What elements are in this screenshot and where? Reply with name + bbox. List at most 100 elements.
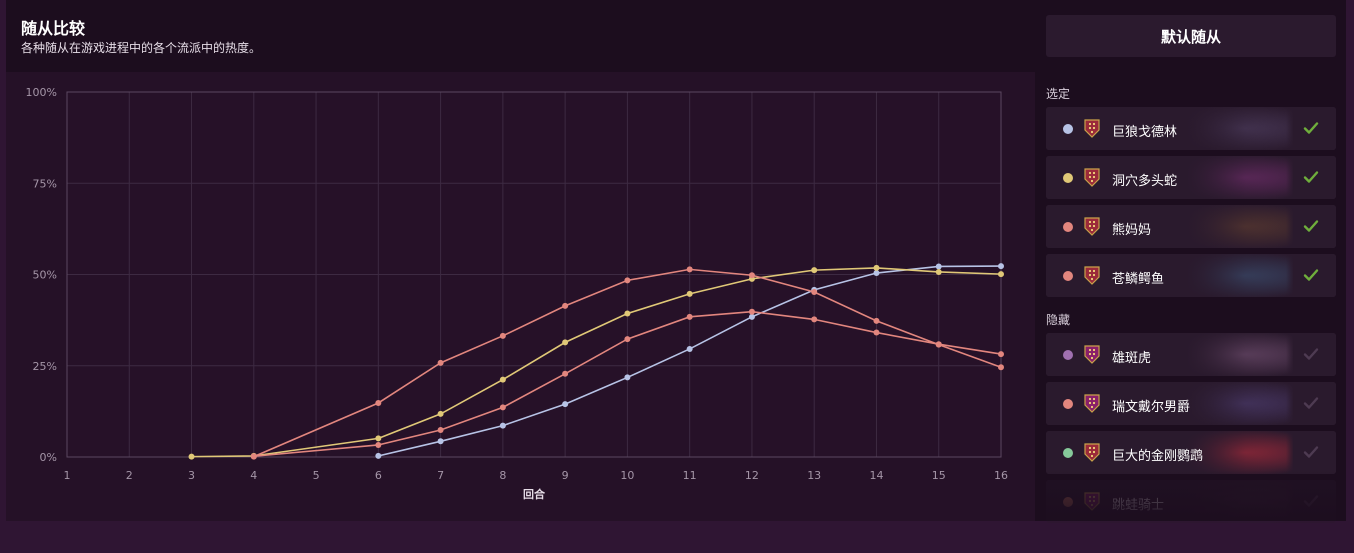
tier-badge-icon <box>1084 492 1100 511</box>
y-tick-label: 0% <box>40 451 57 464</box>
check-icon[interactable] <box>1303 267 1319 283</box>
x-tick-label: 14 <box>869 469 883 482</box>
x-tick-label: 8 <box>499 469 506 482</box>
data-point <box>499 332 506 339</box>
series-color-dot <box>1063 271 1073 281</box>
minion-name: 跳蛙骑士 <box>1112 498 1165 513</box>
check-icon[interactable] <box>1303 218 1319 234</box>
series-line-3 <box>253 268 1002 458</box>
data-point <box>562 370 569 377</box>
x-tick-label: 5 <box>313 469 320 482</box>
tier-badge-icon <box>1084 168 1100 187</box>
data-point <box>250 453 257 460</box>
data-point <box>811 267 818 274</box>
x-tick-label: 11 <box>683 469 697 482</box>
data-point <box>873 264 880 271</box>
series-line-4 <box>253 310 1002 458</box>
y-tick-label: 50% <box>33 269 57 282</box>
x-tick-label: 4 <box>250 469 257 482</box>
x-tick-label: 15 <box>932 469 946 482</box>
check-icon[interactable] <box>1303 120 1319 136</box>
data-point <box>499 376 506 383</box>
data-point <box>375 452 382 459</box>
data-point <box>686 313 693 320</box>
page-title: 随从比较 <box>21 19 86 38</box>
x-tick-label: 10 <box>620 469 634 482</box>
minion-name: 苍鳞鳄鱼 <box>1112 272 1165 287</box>
chart-panel: 随从比较 各种随从在游戏进程中的各个流派中的热度。 0% 25% 50% 75% 100… <box>6 0 1035 521</box>
selected-section-label: 选定 <box>1046 87 1071 101</box>
data-point <box>748 313 755 320</box>
x-tick-label: 9 <box>562 469 569 482</box>
data-point <box>562 339 569 346</box>
data-point <box>562 302 569 309</box>
x-tick-label: 12 <box>745 469 759 482</box>
data-point <box>499 404 506 411</box>
data-point <box>624 374 631 381</box>
data-point <box>686 266 693 273</box>
main-panel: 随从比较 各种随从在游戏进程中的各个流派中的热度。 0% 25% 50% 75% 100… <box>6 0 1346 523</box>
minion-row[interactable]: 洞穴多头蛇 <box>1046 156 1336 199</box>
x-tick-label: 6 <box>375 469 382 482</box>
check-icon[interactable] <box>1303 346 1319 362</box>
data-point <box>375 435 382 442</box>
minion-row[interactable]: 苍鳞鳄鱼 <box>1046 254 1336 297</box>
data-point <box>935 268 942 275</box>
data-point <box>998 263 1004 270</box>
minion-name: 洞穴多头蛇 <box>1112 174 1178 189</box>
hidden-section-label: 隐藏 <box>1046 313 1071 327</box>
page-subtitle: 各种随从在游戏进程中的各个流派中的热度。 <box>21 41 262 55</box>
series-color-dot <box>1063 399 1073 409</box>
data-point <box>998 271 1004 278</box>
data-point <box>499 422 506 429</box>
minion-row[interactable]: 巨大的金刚鹦鹉 <box>1046 431 1336 474</box>
data-point <box>748 272 755 279</box>
minion-row[interactable]: 瑞文戴尔男爵 <box>1046 382 1336 425</box>
tier-badge-icon <box>1084 443 1100 462</box>
tier-badge-icon <box>1084 394 1100 413</box>
check-icon[interactable] <box>1303 444 1319 460</box>
chart-header: 随从比较 各种随从在游戏进程中的各个流派中的热度。 <box>6 0 1035 72</box>
y-tick-label: 75% <box>33 177 57 190</box>
series-color-dot <box>1063 497 1073 507</box>
data-point <box>624 277 631 284</box>
x-tick-label: 1 <box>64 469 71 482</box>
x-tick-label: 13 <box>807 469 821 482</box>
series-color-dot <box>1063 124 1073 134</box>
data-point <box>437 410 444 417</box>
data-point <box>686 345 693 352</box>
minion-name: 瑞文戴尔男爵 <box>1112 400 1191 415</box>
check-icon[interactable] <box>1303 493 1319 509</box>
data-point <box>998 351 1004 358</box>
data-point <box>375 441 382 448</box>
data-point <box>188 453 195 460</box>
minion-row[interactable]: 跳蛙骑士 <box>1046 480 1336 523</box>
minion-name: 巨狼戈德林 <box>1112 125 1178 140</box>
data-point <box>562 401 569 408</box>
check-icon[interactable] <box>1303 169 1319 185</box>
check-icon[interactable] <box>1303 395 1319 411</box>
minion-row[interactable]: 巨狼戈德林 <box>1046 107 1336 150</box>
tier-badge-icon <box>1084 119 1100 138</box>
minion-row[interactable]: 熊妈妈 <box>1046 205 1336 248</box>
data-point <box>811 289 818 296</box>
tier-badge-icon <box>1084 345 1100 364</box>
y-tick-label: 25% <box>33 360 57 373</box>
series-color-dot <box>1063 448 1073 458</box>
data-point <box>873 329 880 336</box>
data-point <box>998 364 1004 371</box>
minion-name: 雄斑虎 <box>1112 351 1152 366</box>
data-point <box>437 438 444 445</box>
tier-badge-icon <box>1084 266 1100 285</box>
data-point <box>624 336 631 343</box>
tier-badge-icon <box>1084 217 1100 236</box>
data-point <box>873 270 880 277</box>
data-point <box>624 310 631 317</box>
data-point <box>437 426 444 433</box>
x-tick-label: 3 <box>188 469 195 482</box>
minion-row[interactable]: 雄斑虎 <box>1046 333 1336 376</box>
data-point <box>935 341 942 348</box>
data-point <box>811 316 818 323</box>
default-minions-button[interactable]: 默认随从 <box>1046 15 1336 57</box>
